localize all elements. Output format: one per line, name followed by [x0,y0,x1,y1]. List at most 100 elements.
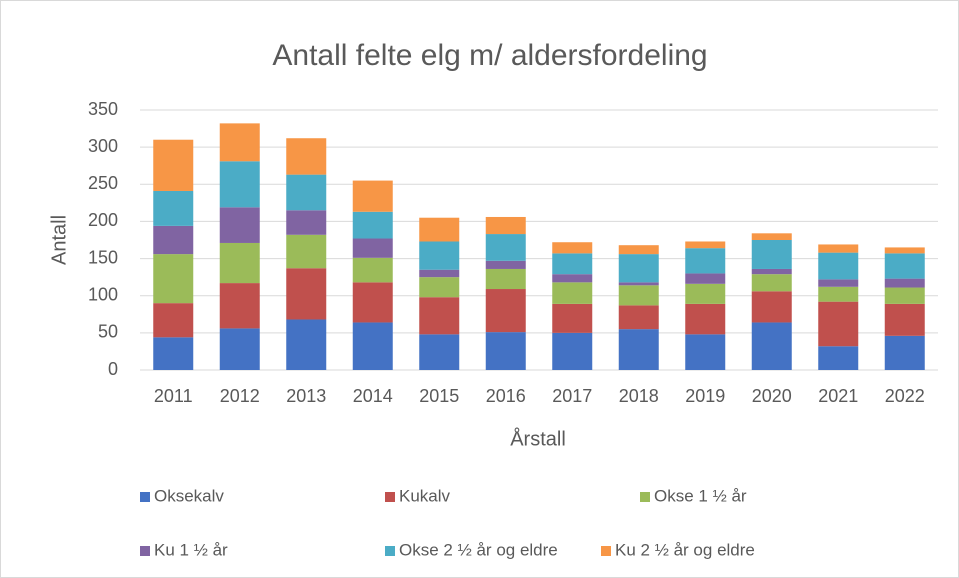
bar-segment [219,123,260,162]
bar-segment [352,238,393,258]
bar-segment [485,234,526,261]
bar-segment [286,210,327,235]
bar-segment [685,334,726,370]
bar-segment [818,346,859,370]
legend-label: Ku 1 ½ år [154,540,228,559]
legend-swatch [140,546,150,556]
bar-segment [352,180,393,212]
x-tick-label: 2017 [552,386,592,406]
bar-segment [685,303,726,335]
bar-segment [485,216,526,235]
bar-segment [552,282,593,304]
bar-segment [618,305,659,330]
bar-segment [219,242,260,284]
bar-segment [419,217,460,242]
y-tick-label: 300 [88,136,118,156]
bar-segment [485,289,526,333]
bar-segment [286,174,327,211]
x-tick-label: 2018 [619,386,659,406]
bar-segment [552,332,593,370]
bar-segment [618,329,659,370]
bar-segment [286,234,327,269]
bar-segment [352,211,393,239]
bar-segment [751,233,792,240]
y-tick-label: 250 [88,173,118,193]
bar-segment [618,245,659,255]
bar-segment [751,240,792,269]
bar-segment [485,268,526,290]
bar-segment [552,253,593,275]
bar-segment [219,328,260,370]
bar-segment [884,278,925,288]
bar-segment [685,248,726,274]
bar-segment [751,268,792,275]
bar-segment [286,268,327,320]
bar-segment [552,242,593,254]
bar-segment [352,257,393,283]
y-tick-label: 50 [98,322,118,342]
y-tick-label: 150 [88,247,118,267]
legend-swatch [385,492,395,502]
bar-segment [884,335,925,370]
x-tick-label: 2014 [353,386,393,406]
bar-segment [352,322,393,370]
bar-segment [153,190,194,226]
bar-segment [884,303,925,336]
bar-segment [153,225,194,255]
y-tick-label: 350 [88,99,118,119]
legend-swatch [640,492,650,502]
y-tick-label: 200 [88,210,118,230]
legend-swatch [385,546,395,556]
legend-label: Okse 1 ½ år [654,486,747,505]
bar-segment [552,274,593,283]
y-tick-label: 0 [108,359,118,379]
bar-segment [552,303,593,333]
bar-segment [818,301,859,347]
bar-segment [685,283,726,304]
y-tick-label: 100 [88,284,118,304]
bar-segment [685,273,726,284]
bar-segment [884,247,925,254]
bar-segment [818,252,859,280]
chart-title: Antall felte elg m/ aldersfordeling [272,39,707,72]
bar-segment [419,277,460,298]
bar-segment [219,283,260,329]
bar-segment [286,319,327,370]
bar-segment [818,279,859,287]
bar-segment [618,254,659,283]
bar-segment [751,291,792,323]
bar-segment [419,241,460,270]
bar-segment [751,322,792,370]
x-tick-label: 2015 [419,386,459,406]
x-tick-label: 2020 [752,386,792,406]
x-tick-label: 2016 [486,386,526,406]
y-axis-title: Antall [48,215,70,265]
bar-segment [818,244,859,253]
legend-swatch [601,546,611,556]
legend-label: Okse 2 ½ år og eldre [399,540,558,559]
legend-label: Ku 2 ½ år og eldre [615,540,755,559]
bar-segment [751,274,792,292]
bar-segment [153,139,194,191]
bar-segment [419,269,460,278]
x-tick-label: 2021 [818,386,858,406]
bar-segment [818,286,859,302]
bar-segment [153,303,194,338]
legend-swatch [140,492,150,502]
bar-segment [153,254,194,304]
bar-segment [884,287,925,304]
bar-segment [419,334,460,370]
x-tick-label: 2019 [685,386,725,406]
bar-segment [219,207,260,243]
bar-segment [884,253,925,279]
legend-label: Kukalv [399,486,451,505]
bar-segment [352,282,393,323]
bar-segment [219,161,260,208]
legend-label: Oksekalv [154,486,224,505]
bar-segment [419,297,460,335]
bar-segment [618,282,659,286]
x-tick-label: 2013 [286,386,326,406]
x-tick-label: 2022 [885,386,925,406]
